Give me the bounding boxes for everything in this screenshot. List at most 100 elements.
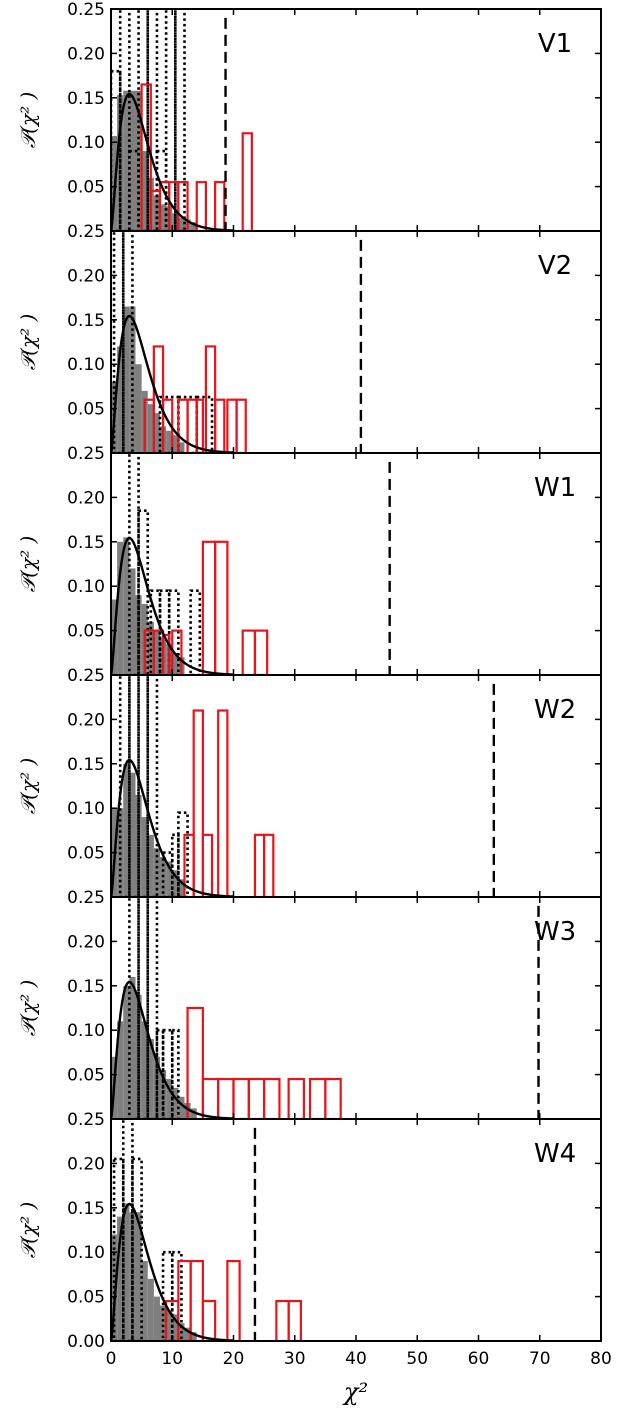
gray-bar <box>123 1203 130 1341</box>
red-bar <box>201 833 214 897</box>
gray-bar <box>147 1278 154 1341</box>
dotted-bar <box>111 69 122 231</box>
y-tick-label: 0.10 <box>67 355 105 375</box>
gray-bar <box>123 763 130 897</box>
gray-bar <box>117 346 124 453</box>
gray-bar <box>166 1079 173 1119</box>
panel-frame <box>110 230 602 454</box>
gray-bar <box>123 90 130 231</box>
model-curve <box>111 92 234 231</box>
red-bar <box>214 540 229 675</box>
dotted-bar <box>128 675 140 897</box>
red-bar <box>226 398 238 453</box>
dotted-bar <box>128 897 140 1119</box>
red-bar <box>189 1259 204 1341</box>
y-tick-label: 0.25 <box>67 0 105 20</box>
y-tick-label: 0.15 <box>67 311 105 331</box>
gray-bar <box>141 151 148 231</box>
y-tick-label: 0.25 <box>67 666 105 686</box>
panel-w4: 0.25 0.20 0.15 0.10 0.05 0.00 W4 𝒫(χ² ) <box>16 1110 602 1352</box>
model-curve <box>111 758 234 897</box>
y-tick-label: 0.20 <box>67 266 105 286</box>
gray-bar <box>178 442 185 453</box>
red-bar <box>308 1077 327 1119</box>
y-tick-label: 0.10 <box>67 1021 105 1041</box>
x-tick-label: 0 <box>106 1349 117 1369</box>
y-tick-label: 0.05 <box>67 622 105 642</box>
red-bar <box>217 1077 235 1119</box>
model-curve <box>111 536 234 675</box>
panel-label: V2 <box>538 251 572 281</box>
panel-w1: 0.25 0.20 0.15 0.10 0.05 W1 𝒫(χ² ) <box>16 444 602 676</box>
y-tick-label: 0.05 <box>67 844 105 864</box>
model-curve <box>111 1202 234 1341</box>
red-bar <box>263 1077 281 1119</box>
red-bar <box>217 709 229 897</box>
red-bar <box>195 398 204 453</box>
gray-bar <box>166 430 173 453</box>
red-bar <box>177 181 189 231</box>
red-bar <box>324 1077 342 1119</box>
y-tick-label: 0.15 <box>67 755 105 775</box>
gray-bar <box>117 1021 124 1119</box>
plot-area <box>111 1119 302 1341</box>
panel-v2: 0.25 0.20 0.15 0.10 0.05 V2 𝒫(χ² ) <box>16 222 602 454</box>
gray-bar <box>178 1096 185 1119</box>
x-tick-label: 10 <box>161 1349 183 1369</box>
red-bar <box>201 1077 220 1119</box>
plot-area <box>111 675 496 897</box>
y-tick-label: 0.20 <box>67 932 105 952</box>
panel-label: W3 <box>534 917 576 947</box>
red-bar <box>192 709 204 897</box>
gray-bar <box>117 1216 124 1341</box>
plot-area <box>111 231 363 453</box>
y-tick-label: 0.00 <box>67 1332 105 1352</box>
panel-w2: 0.25 0.20 0.15 0.10 0.05 W2 𝒫(χ² ) <box>16 666 602 898</box>
dotted-bar <box>118 9 131 231</box>
y-tick-label: 0.15 <box>67 977 105 997</box>
red-bar <box>232 1077 250 1119</box>
dotted-bar <box>112 231 125 453</box>
y-tick-label: 0.20 <box>67 710 105 730</box>
y-tick-label: 0.05 <box>67 400 105 420</box>
gray-bar <box>141 1021 148 1119</box>
red-bar <box>241 132 253 231</box>
gray-bar <box>190 1332 197 1341</box>
y-tick-label: 0.25 <box>67 888 105 908</box>
gray-bar <box>129 568 136 675</box>
gray-bar <box>172 435 179 453</box>
red-bar <box>201 1299 217 1341</box>
panel-label: W4 <box>534 1139 576 1169</box>
dotted-bar <box>137 509 150 675</box>
plot-area <box>111 9 253 231</box>
y-tick-label: 0.20 <box>67 44 105 64</box>
dotted-bar <box>189 589 202 675</box>
panels: 0.25 0.20 0.15 0.10 0.05 V1 𝒫(χ² ) 0.25 0.20 0.15… <box>16 0 612 1369</box>
dotted-bar <box>170 833 180 897</box>
dotted-bar <box>164 9 177 231</box>
red-bar <box>195 181 208 231</box>
y-axis-label: 𝒫(χ² ) <box>16 314 40 371</box>
panel-label: W1 <box>534 473 576 503</box>
model-curve <box>111 314 234 453</box>
gray-bar <box>190 222 197 231</box>
red-bar <box>226 1259 241 1341</box>
y-tick-label: 0.20 <box>67 1154 105 1174</box>
y-tick-label: 0.05 <box>67 1288 105 1308</box>
y-tick-label: 0.15 <box>67 533 105 553</box>
panel-v1: 0.25 0.20 0.15 0.10 0.05 V1 𝒫(χ² ) <box>16 0 602 232</box>
red-bar <box>241 629 257 675</box>
red-bar <box>287 1299 302 1341</box>
y-tick-label: 0.10 <box>67 133 105 153</box>
x-tick-label: 80 <box>590 1349 612 1369</box>
red-bar <box>247 1077 266 1119</box>
red-bar <box>253 833 266 897</box>
red-bar <box>214 181 226 231</box>
y-axis-label: 𝒫(χ² ) <box>16 980 40 1037</box>
gray-bar <box>172 652 179 675</box>
y-tick-label: 0.25 <box>67 444 105 464</box>
gray-bar <box>178 217 185 231</box>
x-tick-label: 50 <box>406 1349 428 1369</box>
gray-bar <box>166 1309 173 1341</box>
x-tick-label: 20 <box>223 1349 245 1369</box>
